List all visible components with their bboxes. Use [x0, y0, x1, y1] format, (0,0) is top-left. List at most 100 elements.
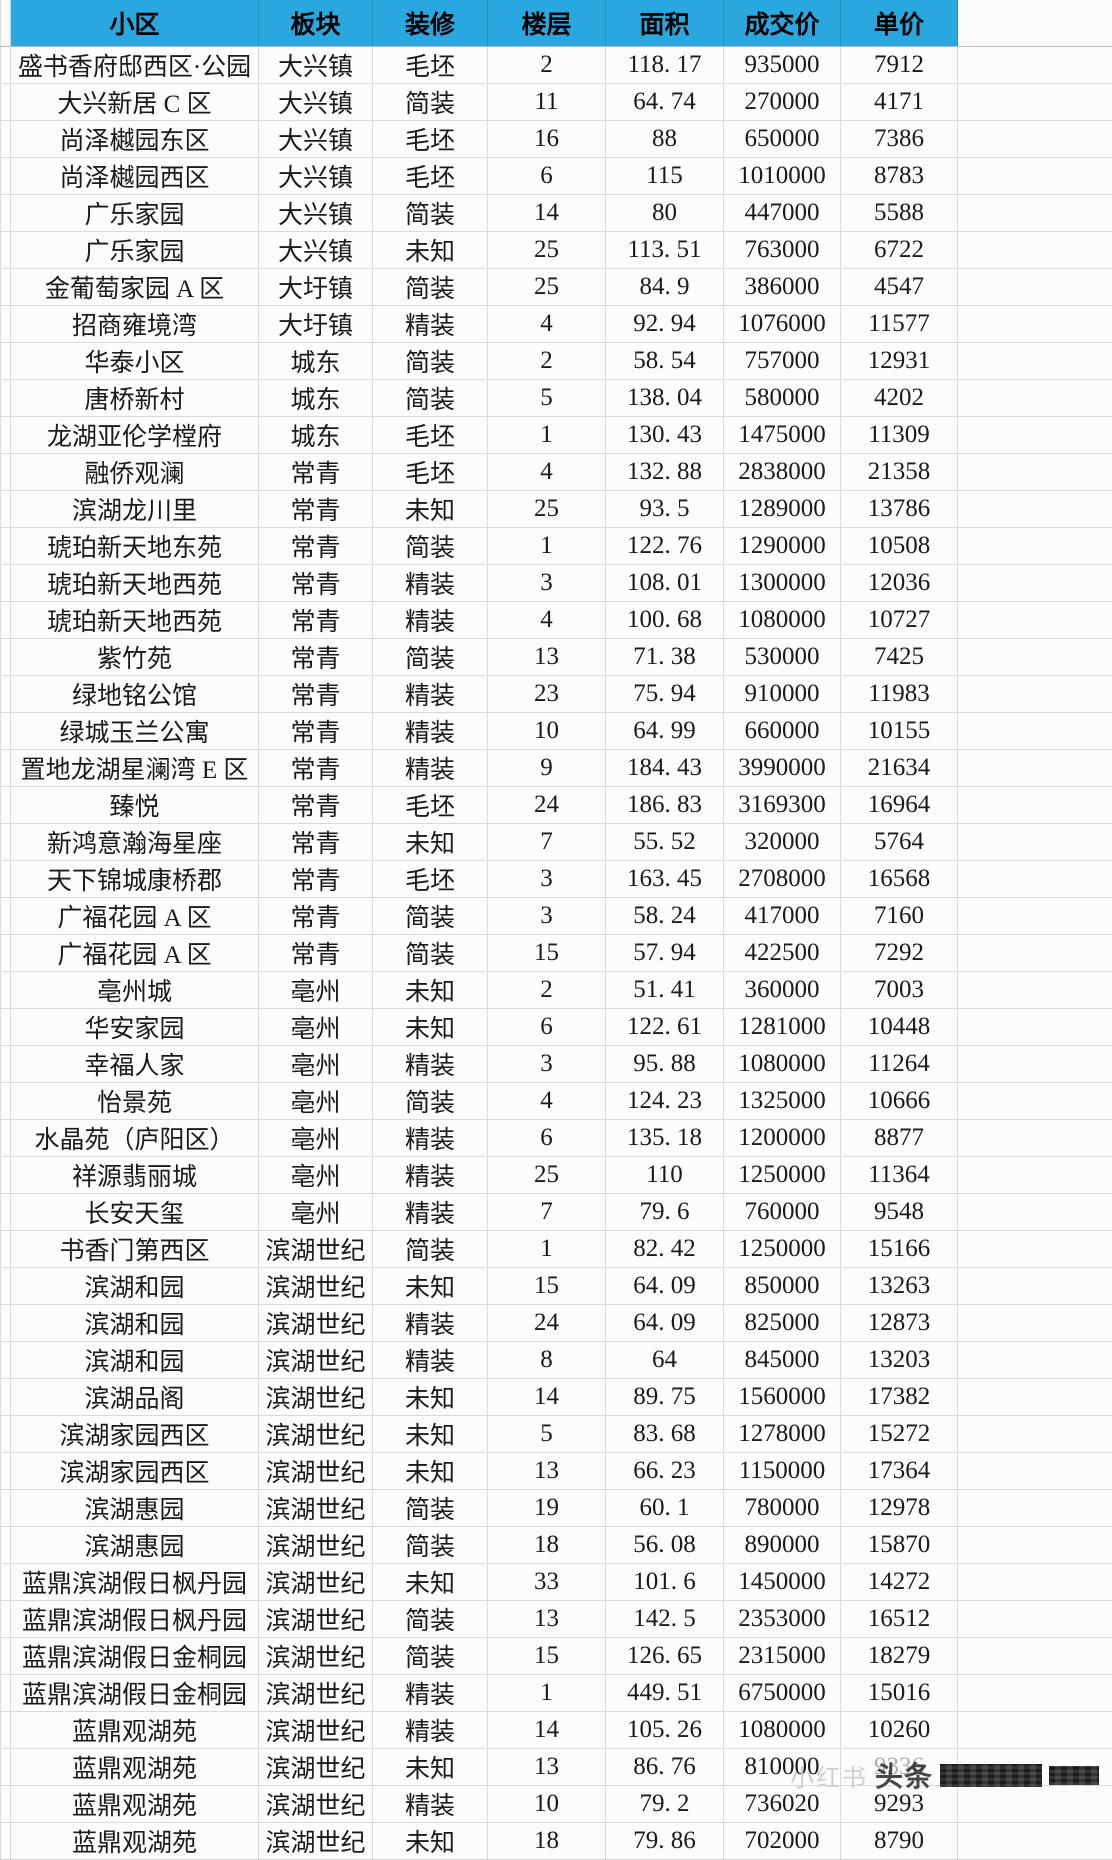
table-cell: 763000: [724, 232, 841, 269]
table-cell: 1250000: [724, 1231, 841, 1268]
ghost-cell: [958, 84, 1112, 121]
ghost-cell: [958, 972, 1112, 1009]
table-cell: 184. 43: [606, 750, 724, 787]
table-cell: 19: [488, 1490, 606, 1527]
table-cell: 55. 52: [606, 824, 724, 861]
table-cell: 10: [488, 713, 606, 750]
table-cell: 简装: [373, 639, 488, 676]
table-cell: 滨湖和园: [11, 1342, 259, 1379]
table-cell: 滨湖世纪: [259, 1231, 373, 1268]
table-cell: 1010000: [724, 158, 841, 195]
table-cell: 1: [488, 1675, 606, 1712]
table-cell: 广福花园 A 区: [11, 935, 259, 972]
table-cell: 1300000: [724, 565, 841, 602]
table-cell: 常青: [259, 454, 373, 491]
table-cell: 简装: [373, 195, 488, 232]
header-cell: 板块: [259, 0, 373, 47]
table-cell: 25: [488, 269, 606, 306]
table-cell: 64: [606, 1342, 724, 1379]
table-cell: 滨湖世纪: [259, 1601, 373, 1638]
ghost-cell: [958, 935, 1112, 972]
ghost-cell: [1, 1675, 11, 1712]
ghost-cell: [1, 343, 11, 380]
table-cell: 滨湖世纪: [259, 1749, 373, 1786]
table-cell: 未知: [373, 1268, 488, 1305]
table-cell: 未知: [373, 1749, 488, 1786]
table-cell: 79. 6: [606, 1194, 724, 1231]
table-cell: 城东: [259, 343, 373, 380]
table-cell: 890000: [724, 1527, 841, 1564]
table-cell: 绿城玉兰公寓: [11, 713, 259, 750]
table-cell: 精装: [373, 1120, 488, 1157]
table-cell: 25: [488, 491, 606, 528]
table-cell: 1080000: [724, 1046, 841, 1083]
ghost-cell: [1, 306, 11, 343]
table-cell: 精装: [373, 1305, 488, 1342]
table-cell: 9: [488, 750, 606, 787]
table-cell: 2: [488, 343, 606, 380]
table-cell: 龙湖亚伦学樘府: [11, 417, 259, 454]
table-cell: 常青: [259, 528, 373, 565]
table-cell: 124. 23: [606, 1083, 724, 1120]
table-cell: 未知: [373, 1453, 488, 1490]
table-cell: 360000: [724, 972, 841, 1009]
ghost-cell: [1, 47, 11, 84]
table-cell: 95. 88: [606, 1046, 724, 1083]
table-cell: 华安家园: [11, 1009, 259, 1046]
table-cell: 滨湖世纪: [259, 1823, 373, 1860]
table-cell: 大圩镇: [259, 306, 373, 343]
table-cell: 简装: [373, 1231, 488, 1268]
table-cell: 126. 65: [606, 1638, 724, 1675]
table-cell: 2353000: [724, 1601, 841, 1638]
ghost-cell: [1, 417, 11, 454]
ghost-cell: [958, 380, 1112, 417]
ghost-cell: [1, 1157, 11, 1194]
ghost-cell: [958, 1675, 1112, 1712]
table-cell: 简装: [373, 269, 488, 306]
table-cell: 12931: [841, 343, 958, 380]
table-cell: 110: [606, 1157, 724, 1194]
ghost-cell: [1, 1268, 11, 1305]
table-cell: 530000: [724, 639, 841, 676]
table-cell: 滨湖家园西区: [11, 1416, 259, 1453]
table-cell: 84. 9: [606, 269, 724, 306]
table-cell: 5764: [841, 824, 958, 861]
ghost-cell: [958, 47, 1112, 84]
table-cell: 常青: [259, 491, 373, 528]
table-cell: 常青: [259, 935, 373, 972]
table-cell: 13: [488, 1749, 606, 1786]
table-cell: 简装: [373, 380, 488, 417]
table-cell: 449. 51: [606, 1675, 724, 1712]
table-cell: 书香门第西区: [11, 1231, 259, 1268]
table-cell: 23: [488, 676, 606, 713]
ghost-cell: [958, 898, 1112, 935]
table-cell: 16568: [841, 861, 958, 898]
table-cell: 89. 75: [606, 1379, 724, 1416]
table-cell: 华泰小区: [11, 343, 259, 380]
table-cell: 6: [488, 1120, 606, 1157]
table-cell: 祥源翡丽城: [11, 1157, 259, 1194]
ghost-cell: [1, 269, 11, 306]
ghost-cell: [958, 713, 1112, 750]
table-cell: 17382: [841, 1379, 958, 1416]
ghost-cell: [1, 1120, 11, 1157]
header-cell: 成交价: [724, 0, 841, 47]
table-cell: 蓝鼎观湖苑: [11, 1786, 259, 1823]
ghost-cell: [958, 1305, 1112, 1342]
ghost-cell: [1, 1564, 11, 1601]
ghost-cell: [1, 1379, 11, 1416]
table-cell: 845000: [724, 1342, 841, 1379]
table-cell: 常青: [259, 787, 373, 824]
table-cell: 滨湖世纪: [259, 1712, 373, 1749]
